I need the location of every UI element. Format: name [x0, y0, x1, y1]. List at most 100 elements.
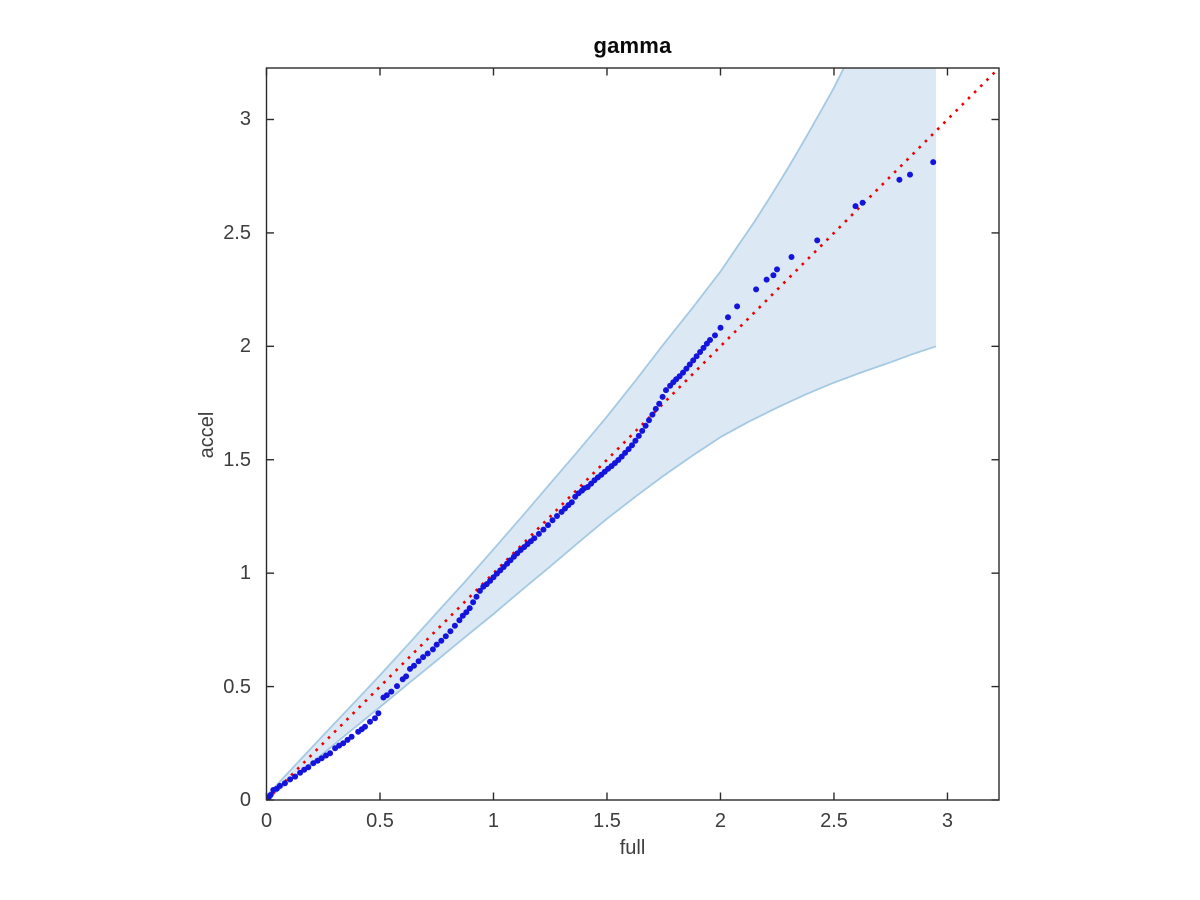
plot-area	[266, 68, 999, 800]
x-tick-label: 3	[941, 810, 954, 832]
x-tick-label: 2	[714, 810, 727, 832]
tick-marks	[265, 68, 999, 801]
data-point	[763, 276, 770, 283]
data-point	[383, 692, 390, 699]
data-point	[896, 176, 903, 183]
data-point	[646, 417, 652, 424]
data-point	[375, 710, 382, 717]
data-point	[367, 718, 373, 725]
y-tick-label: 1	[239, 562, 251, 585]
axis-box	[265, 67, 1000, 801]
data-point	[568, 499, 575, 506]
y-tick-label: 1.5	[223, 448, 251, 471]
data-point	[690, 357, 697, 364]
data-point	[540, 526, 547, 533]
data-point	[438, 637, 445, 644]
data-point	[297, 769, 304, 776]
confidence-band-upper-edge	[266, 68, 845, 797]
data-point	[403, 673, 410, 680]
data-point	[411, 662, 417, 669]
data-point	[433, 641, 440, 648]
y-tick-label: 2.5	[223, 221, 251, 244]
data-point	[693, 353, 700, 360]
data-point	[372, 715, 378, 722]
data-point	[770, 272, 777, 279]
data-point	[707, 337, 713, 343]
data-point	[348, 733, 355, 740]
data-point	[652, 405, 659, 412]
data-point	[429, 646, 436, 653]
data-point	[930, 159, 937, 166]
data-point	[554, 513, 560, 519]
data-point	[394, 683, 400, 690]
data-point	[852, 203, 859, 210]
reference-line	[266, 68, 999, 800]
data-point	[649, 411, 656, 418]
data-point	[788, 254, 795, 260]
data-point	[663, 387, 669, 394]
y-tick-label: 0.5	[223, 675, 251, 698]
data-point	[659, 393, 666, 400]
data-point	[470, 599, 477, 606]
data-point	[753, 286, 760, 293]
x-axis-label: full	[619, 837, 646, 859]
data-point	[456, 617, 463, 624]
data-point	[639, 427, 646, 434]
data-point	[344, 736, 351, 743]
data-point	[531, 535, 538, 542]
data-point	[327, 750, 334, 757]
data-point	[407, 665, 413, 672]
data-point	[632, 437, 639, 444]
data-point	[340, 740, 347, 747]
data-point	[734, 303, 741, 310]
data-point	[362, 723, 368, 730]
confidence-band-lower-edge	[266, 345, 937, 800]
data-point	[276, 782, 283, 789]
x-tick-label: 0.5	[366, 810, 394, 832]
chart-title: gamma	[593, 33, 672, 58]
data-point	[625, 446, 632, 453]
data-point	[466, 605, 473, 612]
data-point	[635, 432, 642, 439]
data-point	[683, 365, 690, 372]
data-point	[859, 199, 866, 206]
data-point	[656, 400, 663, 407]
data-point	[549, 517, 556, 524]
data-point	[305, 764, 312, 771]
data-point	[700, 344, 707, 351]
x-tick-label: 0	[260, 810, 273, 832]
data-point	[774, 266, 780, 273]
data-point	[442, 633, 449, 640]
data-point	[388, 688, 395, 695]
data-point	[415, 658, 422, 665]
data-point	[318, 755, 325, 762]
data-point	[545, 522, 551, 529]
y-axis-label: accel	[196, 411, 218, 459]
data-point	[697, 349, 704, 355]
data-point	[451, 622, 458, 629]
data-point	[424, 650, 431, 657]
y-tick-label: 2	[239, 335, 251, 358]
data-point	[267, 792, 274, 798]
data-point	[814, 237, 821, 244]
data-point	[622, 449, 629, 456]
data-point	[463, 609, 470, 616]
data-point	[292, 773, 299, 780]
data-point	[476, 587, 483, 594]
data-point	[629, 442, 635, 449]
data-point	[686, 361, 693, 368]
quantile-points	[266, 159, 937, 800]
y-tick-label: 0	[239, 789, 251, 811]
data-point	[725, 314, 731, 321]
data-point	[535, 530, 542, 537]
y-tick-label: 3	[239, 108, 251, 131]
data-point	[420, 654, 427, 661]
data-point	[717, 324, 724, 331]
x-tick-label: 1.5	[593, 810, 621, 832]
data-point	[642, 422, 649, 429]
data-point	[287, 776, 294, 783]
data-point	[680, 369, 686, 376]
x-tick-label: 2.5	[820, 810, 848, 832]
